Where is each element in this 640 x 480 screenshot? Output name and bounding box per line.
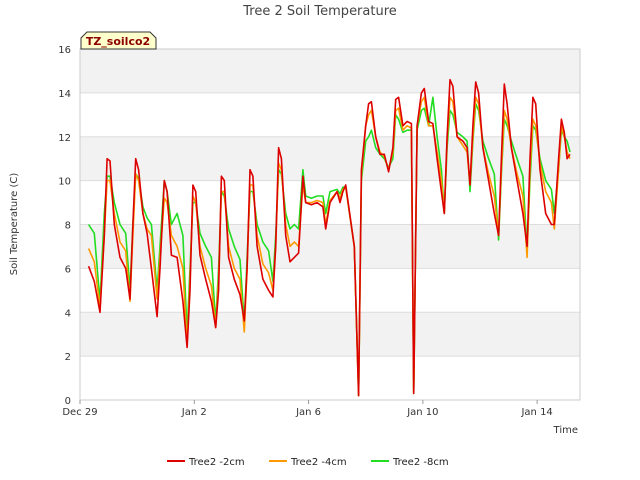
- series-line-tree2-2cm: [87, 78, 571, 397]
- legend-label: Tree2 -2cm: [188, 457, 245, 468]
- legend-label: Tree2 -4cm: [290, 457, 347, 468]
- band-10-12: [80, 136, 580, 181]
- y-tick-label: 2: [65, 352, 71, 363]
- y-tick-label: 16: [58, 45, 71, 56]
- series-line-tree2-4cm: [87, 96, 571, 397]
- band-2-4: [80, 312, 580, 357]
- x-axis-label: Time: [553, 425, 578, 436]
- x-tick-label: Jan 2: [181, 407, 207, 418]
- series-layer: [87, 78, 571, 397]
- band-0-2: [80, 356, 580, 400]
- legend-label: Tree2 -8cm: [392, 457, 449, 468]
- x-tick-label: Dec 29: [62, 407, 97, 418]
- band-4-6: [80, 268, 580, 313]
- tz-tag: TZ_soilco2: [80, 31, 157, 50]
- band-14-16: [80, 49, 580, 93]
- y-tick-label: 0: [65, 396, 71, 407]
- y-axis-ticks: 0 2 4 6 8 10 12 14 16: [58, 45, 71, 407]
- x-axis-ticks: Dec 29 Jan 2 Jan 6 Jan 10 Jan 14: [62, 400, 553, 418]
- x-tick-label: Jan 14: [520, 407, 552, 418]
- y-tick-label: 10: [58, 177, 71, 188]
- y-tick-label: 12: [58, 133, 71, 144]
- x-tick-label: Jan 6: [295, 407, 321, 418]
- x-tick-label: Jan 10: [406, 407, 438, 418]
- chart-title: Tree 2 Soil Temperature: [242, 4, 397, 19]
- tz-tag-shape: [80, 31, 157, 50]
- y-tick-label: 4: [65, 308, 71, 319]
- plot-area-frame: [79, 48, 581, 401]
- legend: Tree2 -2cm Tree2 -4cm Tree2 -8cm: [167, 457, 449, 468]
- tz-tag-label: TZ_soilco2: [86, 35, 150, 48]
- y-tick-label: 8: [65, 221, 71, 232]
- band-12-14: [80, 92, 580, 137]
- y-tick-label: 14: [58, 89, 71, 100]
- y-axis-label: Soil Temperature (C): [9, 173, 20, 276]
- band-6-8: [80, 224, 580, 269]
- y-tick-label: 6: [65, 264, 71, 275]
- series-line-tree2-8cm: [87, 96, 571, 397]
